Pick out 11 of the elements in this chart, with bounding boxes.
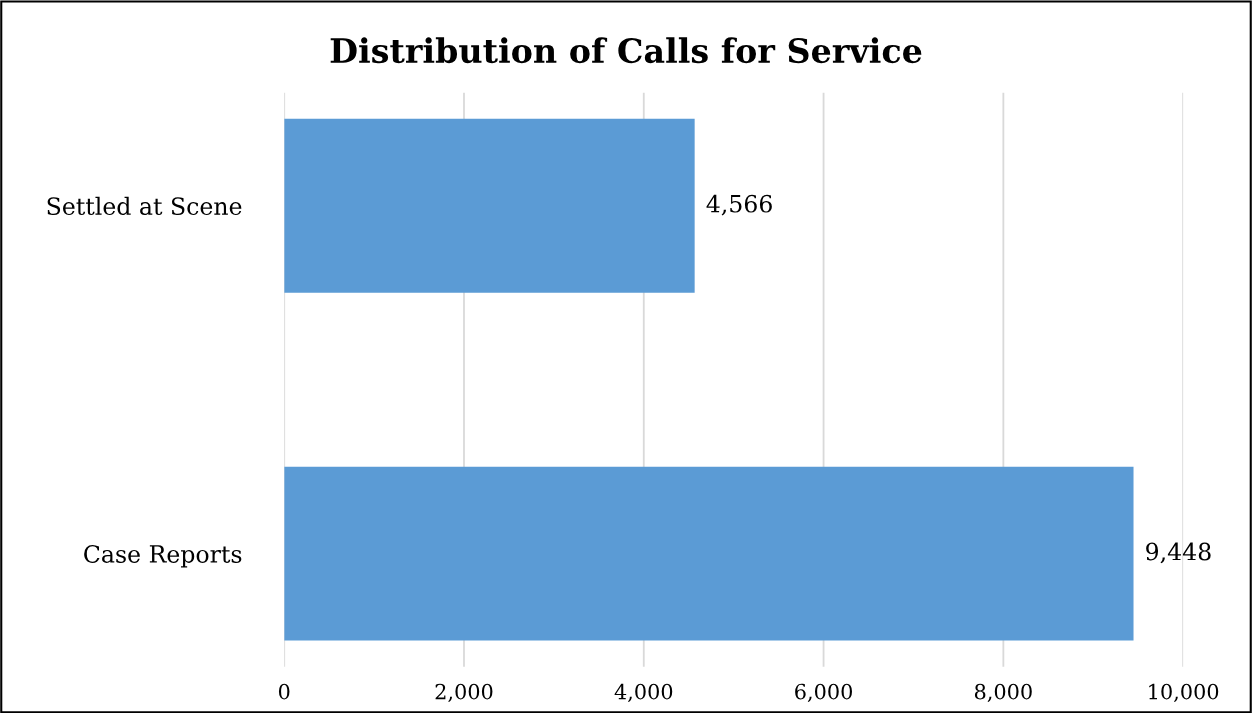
x-tick-label: 4,000	[614, 683, 673, 702]
chart-title: Distribution of Calls for Service	[330, 37, 922, 64]
data-label: 9,448	[1146, 542, 1211, 564]
x-tick-label: 2,000	[435, 683, 493, 702]
x-tick-label: 0	[278, 683, 290, 700]
x-tick-label: 6,000	[795, 683, 852, 702]
x-tick-label: 10,000	[1149, 683, 1219, 702]
x-tick-label: 8,000	[974, 683, 1032, 702]
y-tick-label: Settled at Scene	[47, 196, 242, 216]
y-tick-label: Case Reports	[84, 545, 242, 568]
data-label: 4,566	[706, 194, 772, 216]
